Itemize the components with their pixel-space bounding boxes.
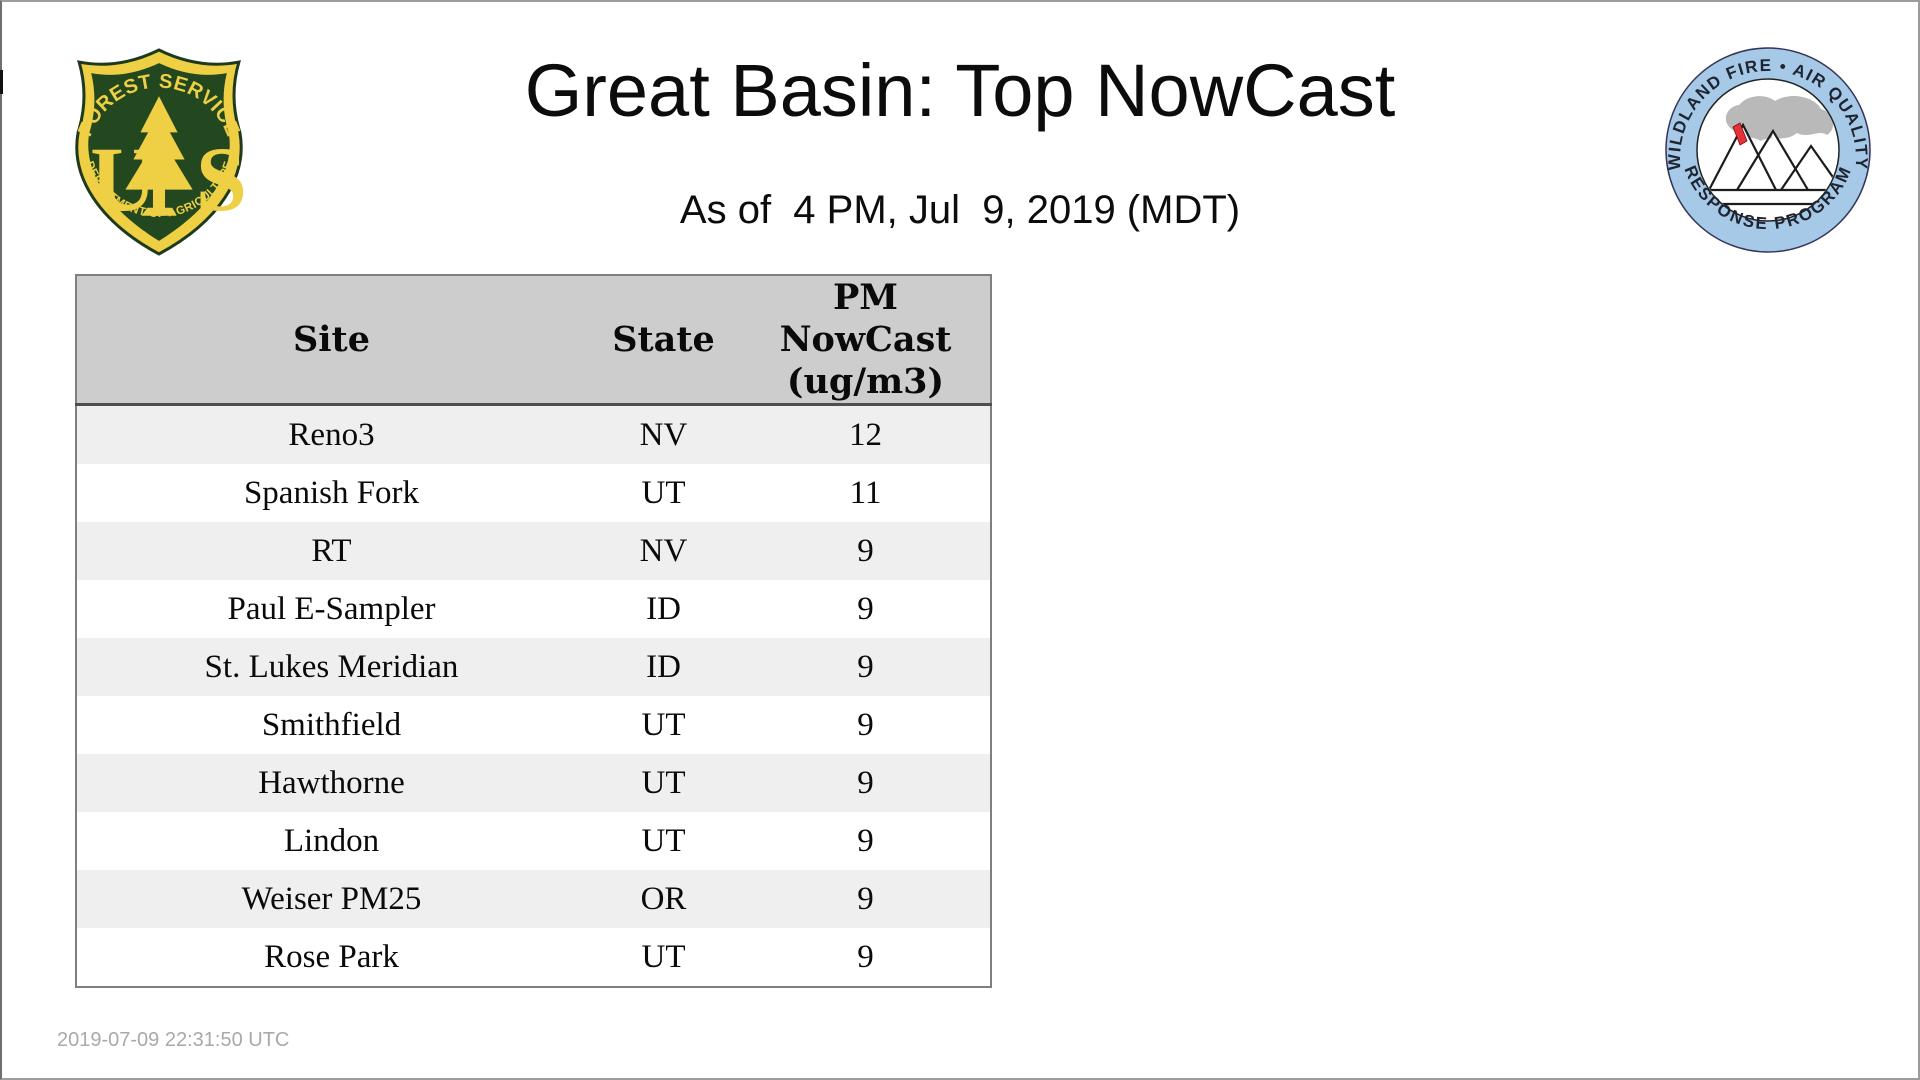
col-header-state: State <box>586 275 741 406</box>
table-row: Lindon UT 9 <box>76 812 991 870</box>
cell-value: 9 <box>741 870 991 928</box>
monogram-s: S <box>196 128 247 230</box>
page-title: Great Basin: Top NowCast <box>524 49 1396 132</box>
cell-value: 12 <box>741 404 991 464</box>
cell-site: RT <box>76 522 586 580</box>
flame-mark <box>1732 122 1748 146</box>
cell-site: Spanish Fork <box>76 464 586 522</box>
cell-value: 9 <box>741 580 991 638</box>
table-row: Paul E-Sampler ID 9 <box>76 580 991 638</box>
cell-site: Paul E-Sampler <box>76 580 586 638</box>
table-row: Rose Park UT 9 <box>76 928 991 987</box>
cell-site: Rose Park <box>76 928 586 987</box>
nowcast-table: Site State PM NowCast (ug/m3) Reno3 NV 1… <box>75 274 992 988</box>
cell-site: Weiser PM25 <box>76 870 586 928</box>
cell-state: UT <box>586 928 741 987</box>
cell-state: UT <box>586 812 741 870</box>
col-header-site: Site <box>76 275 586 406</box>
mountain-right-outline <box>1780 144 1838 191</box>
cell-value: 9 <box>741 812 991 870</box>
cell-state: ID <box>586 580 741 638</box>
table-row: St. Lukes Meridian ID 9 <box>76 638 991 696</box>
cell-value: 9 <box>741 696 991 754</box>
smoke-cloud <box>1725 95 1834 141</box>
cell-state: NV <box>586 404 741 464</box>
page-subtitle: As of 4 PM, Jul 9, 2019 (MDT) <box>679 188 1241 232</box>
table-row: RT NV 9 <box>76 522 991 580</box>
wfaqrp-logo-icon: WILDLAND FIRE • AIR QUALITY RESPONSE PRO… <box>1665 47 1871 253</box>
cell-value: 9 <box>741 522 991 580</box>
cell-state: UT <box>586 696 741 754</box>
cell-site: St. Lukes Meridian <box>76 638 586 696</box>
col-header-pm-nowcast: PM NowCast (ug/m3) <box>741 275 991 406</box>
table-row: Spanish Fork UT 11 <box>76 464 991 522</box>
cell-value: 9 <box>741 928 991 987</box>
left-edge-artifact <box>0 70 3 94</box>
cell-state: NV <box>586 522 741 580</box>
cell-state: OR <box>586 870 741 928</box>
mountain-left-outline <box>1708 122 1777 191</box>
cell-state: UT <box>586 464 741 522</box>
table-row: Smithfield UT 9 <box>76 696 991 754</box>
cell-value: 9 <box>741 638 991 696</box>
pine-tree-icon <box>125 96 193 216</box>
table-row: Weiser PM25 OR 9 <box>76 870 991 928</box>
table-row: Reno3 NV 12 <box>76 404 991 464</box>
table-row: Hawthorne UT 9 <box>76 754 991 812</box>
cell-site: Reno3 <box>76 404 586 464</box>
cell-value: 11 <box>741 464 991 522</box>
generation-timestamp: 2019-07-09 22:31:50 UTC <box>57 1029 290 1051</box>
cell-state: UT <box>586 754 741 812</box>
svg-text:S: S <box>196 128 247 230</box>
cell-site: Lindon <box>76 812 586 870</box>
mountain-middle-outline <box>1736 128 1809 191</box>
cell-value: 9 <box>741 754 991 812</box>
cell-site: Hawthorne <box>76 754 586 812</box>
cell-site: Smithfield <box>76 696 586 754</box>
forest-service-logo-icon: FOREST SERVICE U S DEPARTMENT OF AGRICUL… <box>74 48 247 256</box>
cell-state: ID <box>586 638 741 696</box>
table-header-row: Site State PM NowCast (ug/m3) <box>76 275 991 406</box>
